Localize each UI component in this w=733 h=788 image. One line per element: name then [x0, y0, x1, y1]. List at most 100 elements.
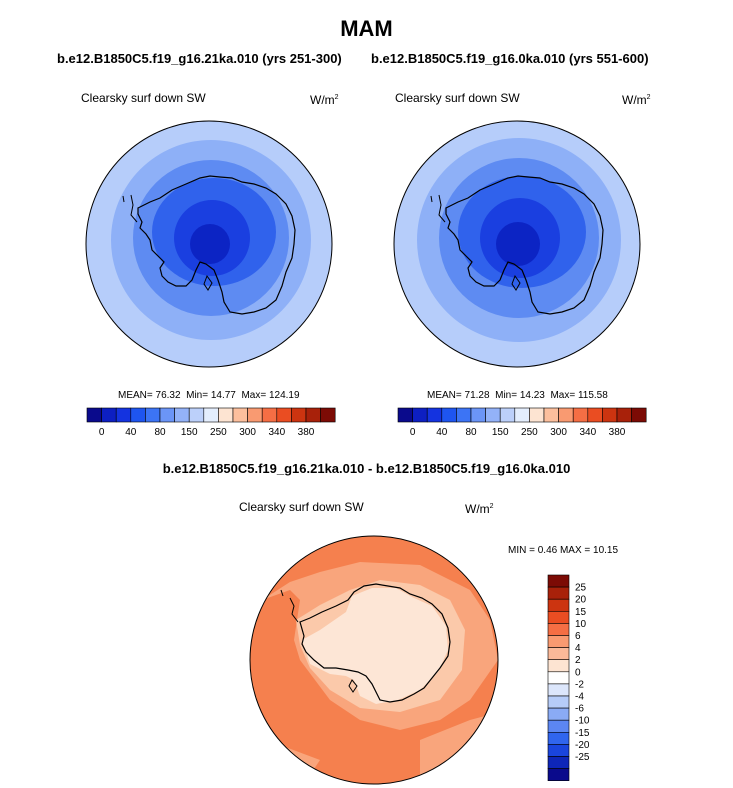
colorbar-tick-label: 300	[550, 427, 567, 438]
colorbar-tick-label: 40	[125, 427, 137, 438]
colorbar-cell	[276, 407, 292, 423]
colorbar-cell	[547, 683, 570, 697]
colorbar-cell	[547, 586, 570, 600]
difference-units-label: W/m2	[465, 502, 494, 516]
right-antarctica-outline	[445, 175, 604, 315]
left-stats: MEAN= 76.32 Min= 14.77 Max= 124.19	[118, 390, 300, 401]
colorbar-tick-label: -10	[575, 716, 590, 727]
colorbar-tick-label: 0	[99, 427, 105, 438]
colorbar-cell	[547, 574, 570, 588]
colorbar-cell	[499, 407, 516, 423]
colorbar-tick-label: -25	[575, 752, 590, 763]
colorbar-tick-label: 150	[181, 427, 198, 438]
colorbar-cell	[547, 768, 570, 781]
right-polar-map	[393, 120, 641, 368]
contour-band	[496, 222, 540, 266]
colorbar-cell	[115, 407, 132, 423]
left-units-label: W/m2	[310, 93, 339, 107]
left-colorbar: 0 40 80 150 250 300 340 380	[86, 407, 336, 438]
colorbar-cell	[547, 731, 570, 745]
colorbar-tick-label: 380	[298, 427, 315, 438]
colorbar-tick-label: 6	[575, 631, 581, 642]
colorbar-tick-label: 15	[575, 607, 587, 618]
left-antarctica-outline	[137, 175, 296, 315]
colorbar-cell	[218, 407, 234, 423]
colorbar-tick-label: 2	[575, 655, 581, 666]
colorbar-cell	[543, 407, 559, 423]
colorbar-cell	[547, 756, 570, 769]
colorbar-cell	[547, 623, 570, 636]
colorbar-tick-label: 80	[154, 427, 166, 438]
right-colorbar: 0 40 80 150 250 300 340 380	[397, 407, 647, 438]
colorbar-cell	[397, 407, 413, 423]
colorbar-cell	[188, 407, 205, 423]
colorbar-cell	[547, 707, 570, 721]
main-title: MAM	[340, 16, 393, 41]
difference-min-max: MIN = 0.46 MAX = 10.15	[508, 545, 619, 556]
colorbar-cell	[174, 407, 190, 423]
colorbar-tick-label: 150	[492, 427, 509, 438]
colorbar-cell	[456, 407, 472, 423]
colorbar-cell	[145, 407, 161, 423]
colorbar-cell	[547, 598, 570, 612]
colorbar-cell	[547, 659, 570, 673]
contour-band	[302, 588, 448, 704]
contour-band	[190, 224, 230, 264]
colorbar-cell	[247, 407, 263, 423]
colorbar-cell	[320, 407, 336, 423]
colorbar-cell	[529, 407, 545, 423]
colorbar-cell	[547, 610, 570, 624]
difference-variable-label: Clearsky surf down SW	[239, 500, 364, 514]
right-stats: MEAN= 71.28 Min= 14.23 Max= 115.58	[427, 390, 608, 401]
colorbar-tick-label: 40	[436, 427, 448, 438]
colorbar-tick-label: -20	[575, 740, 590, 751]
colorbar-tick-label: -15	[575, 728, 590, 739]
colorbar-cell	[305, 407, 321, 423]
colorbar-tick-label: 250	[521, 427, 538, 438]
colorbar-tick-label: 20	[575, 595, 587, 606]
colorbar-tick-label: 300	[239, 427, 256, 438]
colorbar-cell	[261, 407, 278, 423]
left-polar-map	[85, 120, 333, 368]
colorbar-tick-label: 340	[579, 427, 596, 438]
colorbar-tick-label: 340	[268, 427, 285, 438]
difference-antarctica-outline	[299, 583, 451, 703]
colorbar-cell	[485, 407, 501, 423]
colorbar-cell	[547, 695, 570, 709]
left-variable-label: Clearsky surf down SW	[81, 91, 206, 105]
colorbar-cell	[441, 407, 457, 423]
difference-title: b.e12.B1850C5.f19_g16.21ka.010 - b.e12.B…	[162, 461, 571, 476]
colorbar-tick-label: 4	[575, 643, 581, 654]
colorbar-cell	[587, 407, 603, 423]
colorbar-cell	[203, 407, 219, 423]
colorbar-tick-label: 10	[575, 619, 587, 630]
colorbar-cell	[470, 407, 486, 423]
colorbar-cell	[426, 407, 443, 423]
colorbar-cell	[547, 719, 570, 733]
colorbar-tick-label: -4	[575, 692, 584, 703]
colorbar-tick-label: 80	[465, 427, 477, 438]
right-variable-label: Clearsky surf down SW	[395, 91, 520, 105]
colorbar-cell	[291, 407, 307, 423]
colorbar-tick-label: 25	[575, 583, 587, 594]
colorbar-cell	[130, 407, 146, 423]
colorbar-tick-label: 380	[609, 427, 626, 438]
colorbar-cell	[86, 407, 102, 423]
colorbar-cell	[547, 635, 570, 648]
right-units-label: W/m2	[622, 93, 651, 107]
right-case-title: b.e12.B1850C5.f19_g16.0ka.010 (yrs 551-6…	[371, 51, 649, 66]
left-case-title: b.e12.B1850C5.f19_g16.21ka.010 (yrs 251-…	[57, 51, 342, 66]
colorbar-tick-label: 0	[410, 427, 416, 438]
colorbar-cell	[602, 407, 618, 423]
colorbar-cell	[558, 407, 574, 423]
colorbar-tick-label: 0	[575, 667, 581, 678]
colorbar-cell	[547, 671, 570, 685]
colorbar-tick-label: 250	[210, 427, 227, 438]
colorbar-cell	[572, 407, 589, 423]
colorbar-cell	[547, 744, 570, 757]
colorbar-cell	[412, 407, 428, 423]
colorbar-cell	[514, 407, 530, 423]
colorbar-cell	[631, 407, 647, 423]
